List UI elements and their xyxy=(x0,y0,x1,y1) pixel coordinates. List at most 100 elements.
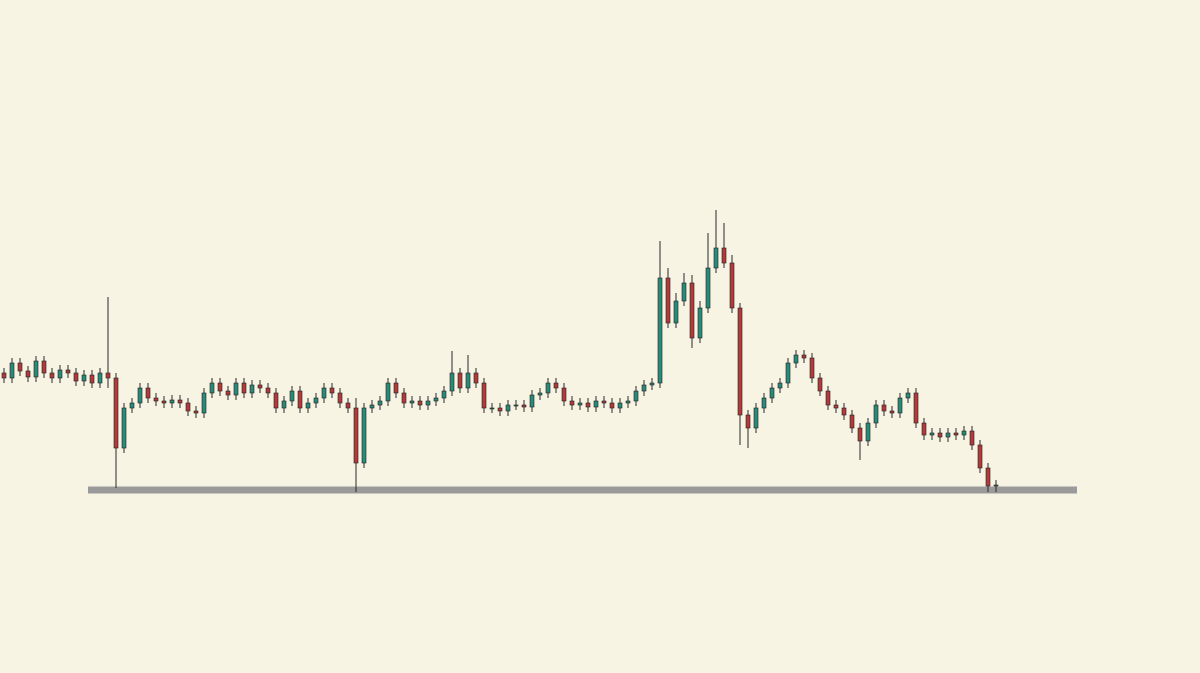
candle-body xyxy=(889,410,895,414)
candle-body xyxy=(729,262,735,309)
candle-body xyxy=(737,307,743,416)
candle-body xyxy=(513,404,519,407)
candle-body xyxy=(137,387,143,404)
candle-body xyxy=(281,400,287,409)
candle-body xyxy=(585,402,591,408)
candle-body xyxy=(617,402,623,409)
candle-body xyxy=(649,382,655,386)
candle-body xyxy=(793,354,799,364)
candle-body xyxy=(633,390,639,402)
candle-body xyxy=(129,402,135,409)
candle-body xyxy=(89,374,95,384)
candle-body xyxy=(705,267,711,309)
candle-body xyxy=(457,372,463,389)
candle-body xyxy=(929,432,935,436)
candle-body xyxy=(505,404,511,412)
candle-body xyxy=(193,410,199,414)
candle-body xyxy=(985,467,991,487)
candle-body xyxy=(561,387,567,402)
candle-body xyxy=(345,402,351,409)
candle-body xyxy=(9,362,15,379)
candle-body xyxy=(817,377,823,392)
candle-body xyxy=(913,392,919,424)
candle-body xyxy=(233,382,239,396)
candle-body xyxy=(121,407,127,449)
candle-body xyxy=(425,400,431,406)
candle-body xyxy=(801,354,807,359)
candle-body xyxy=(321,387,327,399)
candle-body xyxy=(209,382,215,394)
candle-body xyxy=(97,372,103,384)
candle-body xyxy=(417,400,423,406)
candle-body xyxy=(201,392,207,414)
candle-body xyxy=(105,372,111,379)
candle-body xyxy=(849,414,855,429)
candle-body xyxy=(25,370,31,378)
candle-body xyxy=(721,247,727,264)
candle-body xyxy=(769,387,775,399)
candle-body xyxy=(289,390,295,402)
candle-body xyxy=(17,362,23,372)
candle-body xyxy=(961,430,967,436)
candle-body xyxy=(865,422,871,442)
candle-body xyxy=(577,402,583,406)
candle-body xyxy=(257,384,263,389)
candle-body xyxy=(529,394,535,408)
candle-body xyxy=(625,400,631,404)
candle-body xyxy=(473,372,479,384)
candle-body xyxy=(145,387,151,399)
candle-body xyxy=(73,372,79,382)
candle-body xyxy=(297,390,303,409)
candle-body xyxy=(697,307,703,339)
candle-body xyxy=(177,399,183,404)
candle-body xyxy=(377,400,383,406)
candle-body xyxy=(489,407,495,410)
candle-body xyxy=(353,407,359,464)
candle-body xyxy=(553,382,559,389)
candle-body xyxy=(337,392,343,404)
candle-body xyxy=(161,400,167,404)
candle-body xyxy=(969,430,975,446)
candle-body xyxy=(921,422,927,436)
candle-body xyxy=(449,372,455,392)
candle-body xyxy=(761,397,767,409)
candle-body xyxy=(409,400,415,404)
candle-body xyxy=(609,402,615,409)
candle-body xyxy=(673,300,679,324)
candle-body xyxy=(937,432,943,438)
candle-body xyxy=(569,400,575,406)
candle-body xyxy=(329,387,335,394)
candle-body xyxy=(433,397,439,402)
candle-body xyxy=(593,400,599,408)
candle-body xyxy=(873,404,879,424)
candle-body xyxy=(665,277,671,324)
candle-body xyxy=(401,392,407,404)
candle-body xyxy=(745,414,751,429)
candle-body xyxy=(753,407,759,429)
candle-body xyxy=(65,369,71,374)
candle-body xyxy=(249,384,255,394)
candle-body xyxy=(497,407,503,412)
candle-body xyxy=(841,407,847,416)
candle-body xyxy=(809,357,815,379)
candle-body xyxy=(265,387,271,394)
candle-body xyxy=(113,377,119,449)
candle-body xyxy=(441,390,447,399)
candle-body xyxy=(465,372,471,389)
candle-body xyxy=(601,400,607,404)
candle-body xyxy=(657,277,663,384)
candle-body xyxy=(881,404,887,412)
candle-body xyxy=(273,392,279,409)
candle-body xyxy=(689,282,695,339)
candle-body xyxy=(537,392,543,396)
candle-body xyxy=(545,382,551,394)
candle-body xyxy=(521,404,527,408)
candle-body xyxy=(217,382,223,392)
candle-body xyxy=(785,362,791,384)
candle-body xyxy=(153,397,159,402)
candle-body xyxy=(825,390,831,406)
candle-body xyxy=(905,392,911,399)
candle-body xyxy=(953,432,959,436)
